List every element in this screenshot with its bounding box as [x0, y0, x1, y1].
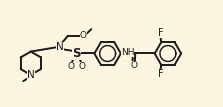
- Text: S: S: [72, 47, 81, 60]
- Text: O: O: [67, 62, 74, 71]
- Text: O: O: [79, 62, 86, 71]
- Text: NH: NH: [121, 48, 134, 57]
- Text: F: F: [157, 69, 163, 79]
- Text: O: O: [130, 61, 137, 70]
- Text: O: O: [80, 31, 87, 40]
- Text: N: N: [56, 42, 64, 52]
- Text: N: N: [27, 70, 35, 80]
- Text: F: F: [157, 28, 163, 38]
